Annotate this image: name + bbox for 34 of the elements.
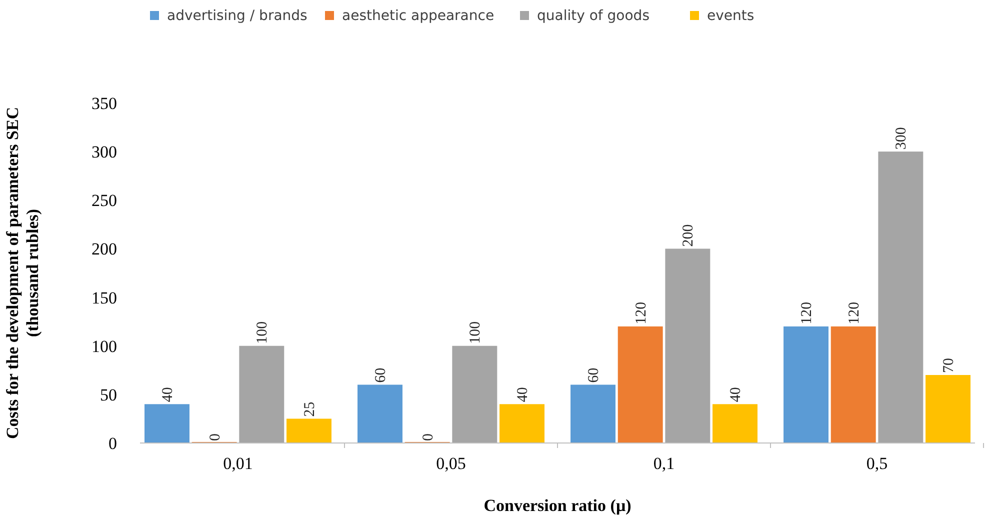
legend-label: aesthetic appearance (342, 8, 494, 24)
x-axis-title: Conversion ratio (μ) (484, 496, 632, 515)
data-label: 100 (254, 321, 271, 344)
y-tick-label: 50 (100, 385, 117, 404)
y-tick-label: 100 (92, 336, 117, 356)
data-label: 40 (728, 387, 744, 402)
x-tick-label: 0,01 (223, 454, 253, 473)
x-tick-label: 0,05 (436, 454, 466, 473)
legend-label: quality of goods (537, 8, 650, 24)
data-label: 0 (420, 434, 436, 441)
y-tick-label: 250 (92, 191, 117, 210)
data-label: 70 (941, 358, 958, 373)
data-label: 120 (633, 302, 650, 324)
data-label: 120 (799, 302, 816, 324)
y-axis-title: Costs for the development of parameters SEC (thousand rubles) (3, 106, 42, 440)
y-tick-label: 150 (92, 288, 117, 308)
data-label: 60 (586, 368, 602, 383)
data-label: 40 (160, 387, 176, 402)
data-label: 40 (515, 387, 531, 402)
x-tick-label: 0,1 (653, 454, 675, 473)
y-tick-label: 200 (92, 240, 117, 259)
y-tick-label: 300 (92, 142, 117, 162)
data-label: 25 (302, 402, 318, 417)
data-label: 100 (468, 321, 484, 344)
data-label: 0 (207, 434, 224, 441)
data-label: 120 (846, 302, 862, 324)
data-label: 300 (894, 127, 910, 150)
data-label: 200 (680, 224, 697, 247)
y-tick-label: 0 (108, 434, 117, 453)
x-tick-label: 0,5 (866, 454, 888, 473)
legend-label: events (707, 8, 754, 24)
data-label: 60 (372, 368, 389, 383)
legend-label: advertising / brands (167, 8, 308, 24)
y-tick-label: 350 (92, 94, 117, 113)
